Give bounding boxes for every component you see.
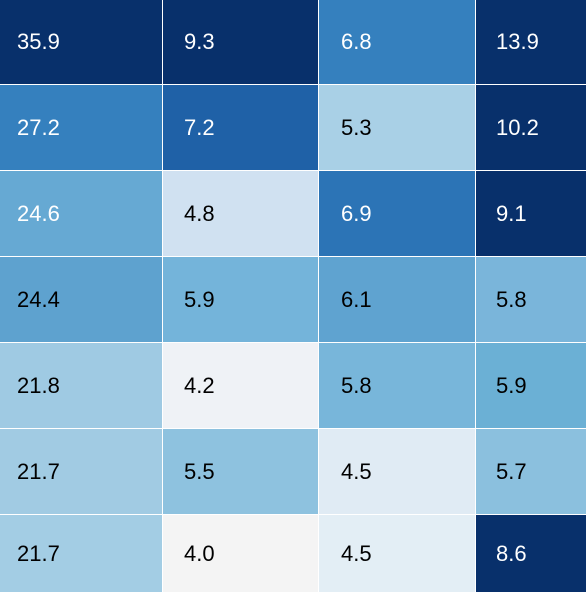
heatmap-cell: 4.8	[163, 171, 318, 256]
heatmap-cell: 21.8	[0, 343, 162, 428]
heatmap-cell: 9.3	[163, 0, 318, 84]
heatmap-cell: 4.2	[163, 343, 318, 428]
heatmap-cell: 8.6	[476, 515, 586, 592]
heatmap-cell: 21.7	[0, 515, 162, 592]
heatmap-cell: 4.5	[319, 515, 475, 592]
heatmap-cell: 5.5	[163, 429, 318, 514]
heatmap-cell: 24.4	[0, 257, 162, 342]
heatmap-cell: 5.9	[163, 257, 318, 342]
heatmap-cell: 6.9	[319, 171, 475, 256]
heatmap-cell: 5.3	[319, 85, 475, 170]
heatmap-cell: 5.9	[476, 343, 586, 428]
heatmap-cell: 21.7	[0, 429, 162, 514]
heatmap-cell: 35.9	[0, 0, 162, 84]
heatmap-cell: 10.2	[476, 85, 586, 170]
heatmap-cell: 7.2	[163, 85, 318, 170]
heatmap-cell: 24.6	[0, 171, 162, 256]
heatmap-cell: 6.8	[319, 0, 475, 84]
heatmap-cell: 6.1	[319, 257, 475, 342]
heatmap-cell: 5.7	[476, 429, 586, 514]
heatmap-cell: 9.1	[476, 171, 586, 256]
heatmap-cell: 27.2	[0, 85, 162, 170]
heatmap-cell: 4.0	[163, 515, 318, 592]
heatmap-cell: 13.9	[476, 0, 586, 84]
heatmap-cell: 4.5	[319, 429, 475, 514]
heatmap-cell: 5.8	[476, 257, 586, 342]
heatmap-cell: 5.8	[319, 343, 475, 428]
